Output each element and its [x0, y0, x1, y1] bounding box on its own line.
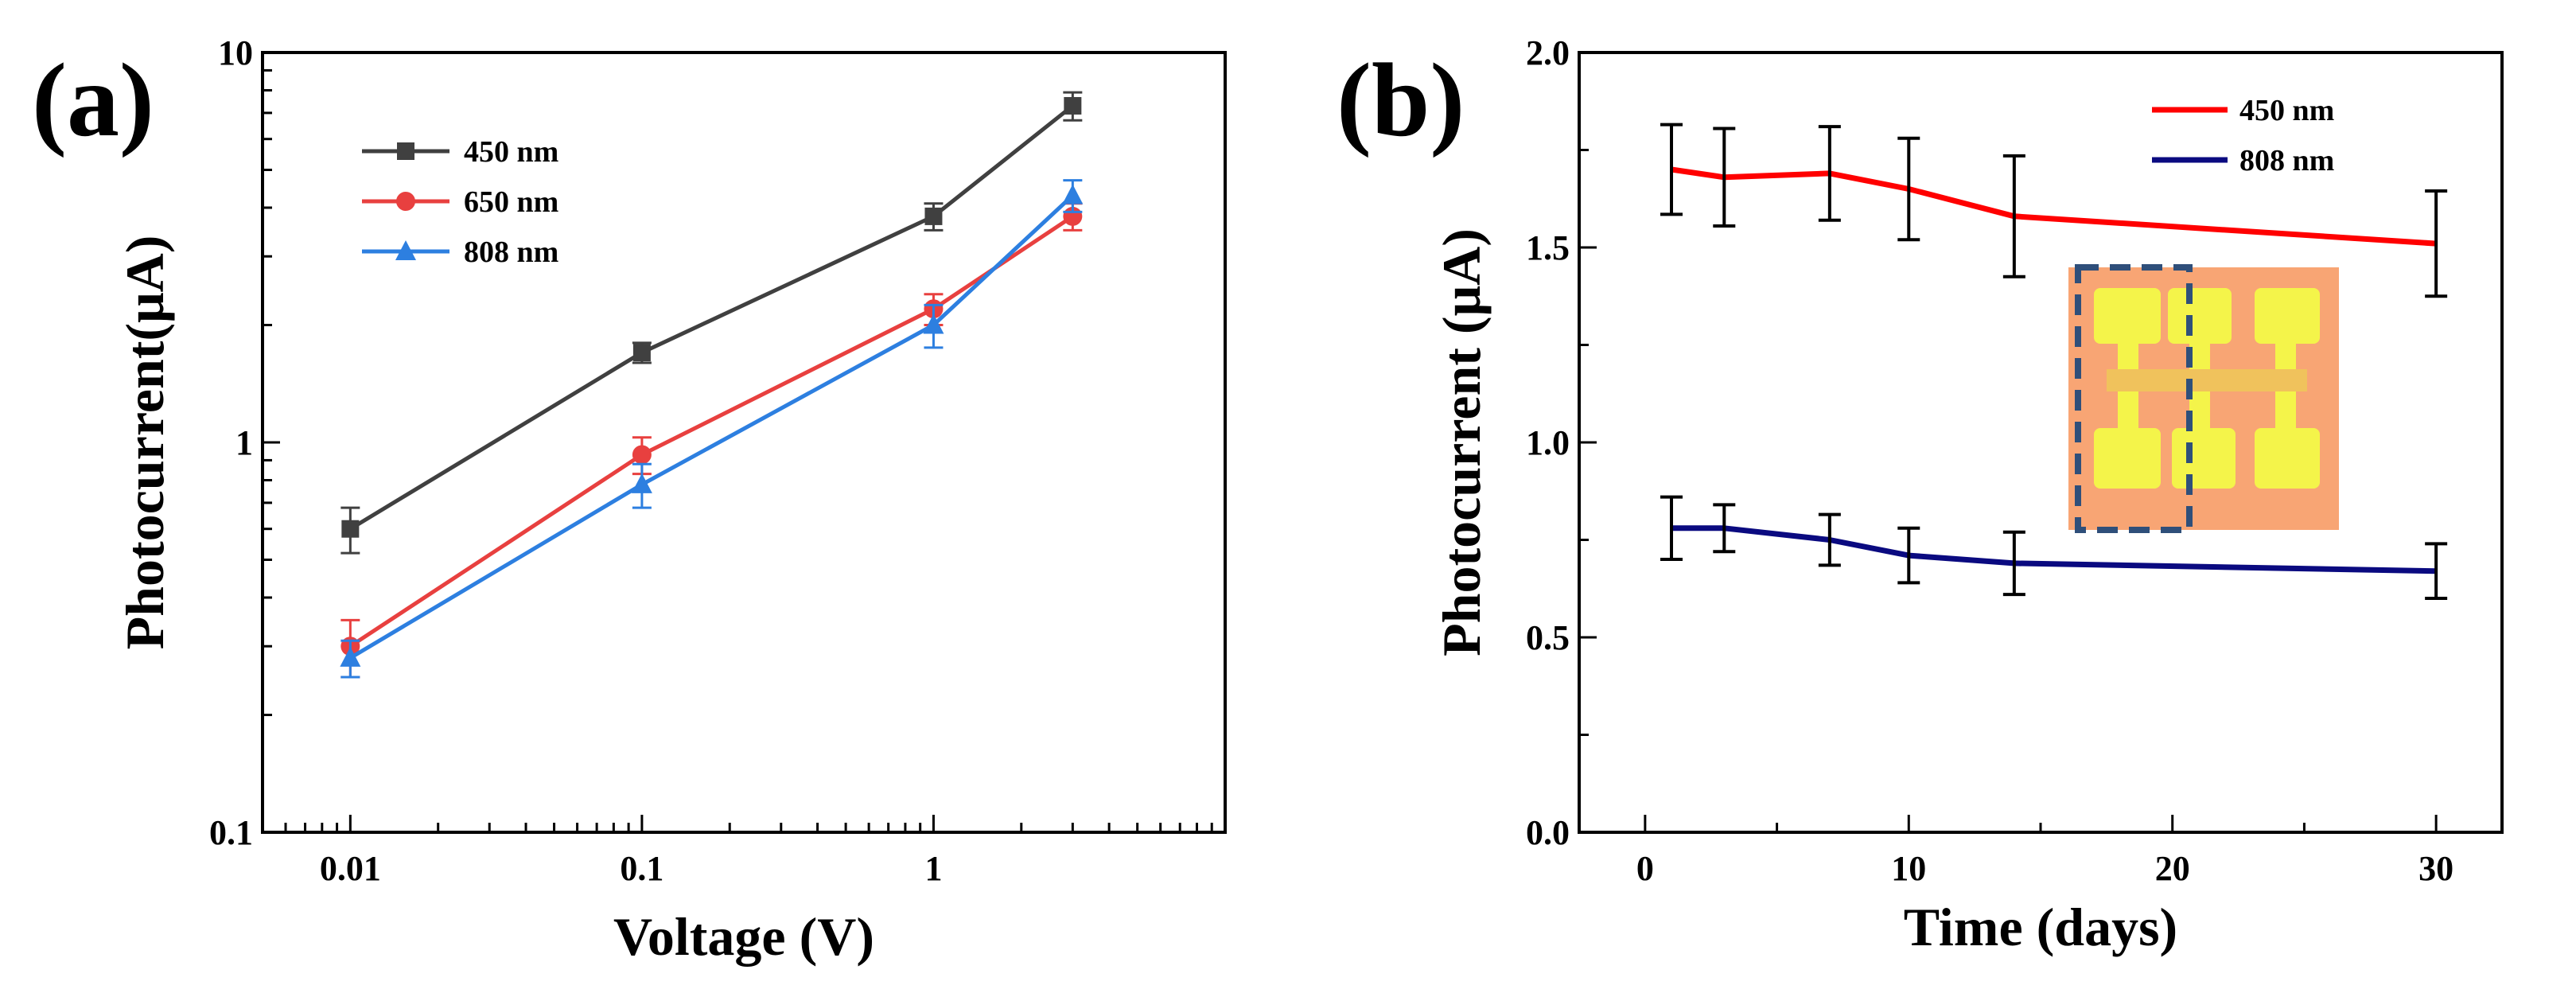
data-point: [924, 207, 943, 225]
legend-marker: [396, 192, 415, 211]
legend-entry: 650 nm: [362, 185, 558, 219]
data-point: [1062, 184, 1084, 204]
axis-ticks-b: [1579, 51, 2438, 834]
x-tick-label: 0: [1636, 849, 1654, 888]
series-450-nm: [340, 91, 1083, 555]
x-tick-label: 1: [924, 849, 942, 888]
series-808-nm: [1660, 495, 2448, 600]
x-tick-label: 0.01: [320, 849, 381, 888]
series-line: [348, 214, 1074, 648]
y-tick-label: 10: [218, 33, 253, 72]
y-tick-label: 1.5: [1526, 228, 1570, 267]
plot-frame-a: [261, 51, 1227, 834]
panel-label-b: (b): [1337, 41, 1465, 158]
y-tick-label: 0.1: [209, 813, 253, 852]
legend-entry: 808 nm: [2152, 144, 2334, 177]
y-axis-title-a: Photocurrent(μA): [115, 236, 175, 650]
tick-labels-b: 0 10 20 30 0.0 0.5 1.0 1.5 2.0: [1526, 33, 2453, 888]
legend-marker: [397, 142, 414, 160]
dashed-selection-box: [2075, 264, 2193, 533]
data-point: [923, 313, 944, 334]
x-tick-label: 10: [1891, 849, 1926, 888]
data-point: [632, 344, 651, 362]
panel-a: (a) 0.01 0.1 1 0.1 1 10 450 nm 650 nm 808 nm Vo…: [32, 33, 1227, 967]
legend-entry: 450 nm: [362, 135, 558, 169]
series-line: [349, 193, 1075, 660]
legend-a: 450 nm 650 nm 808 nm: [362, 135, 558, 269]
data-point: [631, 473, 652, 493]
x-axis-title-a: Voltage (V): [613, 906, 874, 967]
legend-label: 450 nm: [2239, 94, 2334, 127]
legend-label: 808 nm: [464, 236, 558, 269]
series-650-nm: [340, 202, 1083, 679]
series-line: [1671, 525, 2437, 574]
series-group-b: [1660, 123, 2448, 600]
data-point: [340, 646, 361, 667]
legend-entry: 450 nm: [2152, 94, 2334, 127]
data-point: [1064, 96, 1082, 115]
legend-marker: [395, 240, 416, 260]
series-line: [1671, 166, 2437, 247]
x-tick-label: 0.1: [620, 849, 663, 888]
electrode-pads: [2094, 288, 2320, 489]
series-group-a: [340, 91, 1084, 679]
data-point: [632, 445, 652, 465]
series-450-nm: [1660, 123, 2448, 298]
y-tick-label: 0.0: [1526, 813, 1570, 852]
legend-label: 650 nm: [464, 185, 558, 219]
series-line: [349, 104, 1074, 531]
series-808-nm: [340, 179, 1084, 679]
legend-entry: 808 nm: [362, 236, 558, 269]
axis-ticks-a: [261, 51, 1227, 834]
device-photo-inset: [2068, 264, 2339, 533]
x-tick-label: 20: [2155, 849, 2190, 888]
legend-label: 450 nm: [464, 135, 558, 169]
legend-b: 450 nm 808 nm: [2152, 94, 2334, 177]
x-axis-title-b: Time (days): [1904, 897, 2177, 957]
legend-label: 808 nm: [2239, 144, 2334, 177]
data-point: [341, 520, 360, 538]
y-tick-label: 2.0: [1526, 33, 1570, 72]
plot-frame-b: [1578, 51, 2504, 834]
tick-labels-a: 0.01 0.1 1 0.1 1 10: [209, 33, 942, 888]
panel-label-a: (a): [32, 41, 154, 158]
y-tick-label: 1.0: [1526, 423, 1570, 462]
y-axis-title-b: Photocurrent (μA): [1431, 228, 1492, 656]
y-tick-label: 1: [235, 423, 253, 462]
x-tick-label: 30: [2418, 849, 2453, 888]
y-tick-label: 0.5: [1526, 618, 1570, 657]
